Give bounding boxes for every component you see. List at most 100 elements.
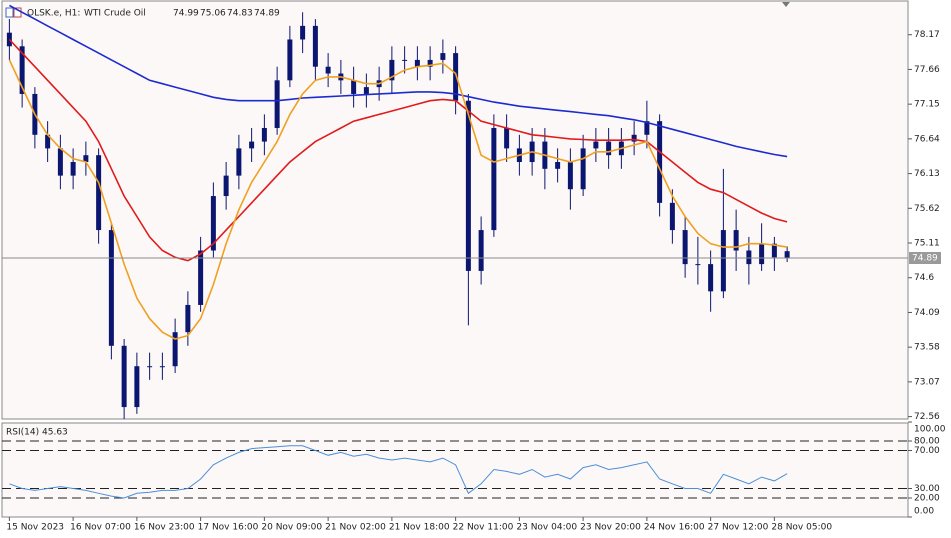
candle-body [223, 175, 229, 197]
candle-body [325, 66, 331, 74]
candle-body [644, 121, 650, 135]
y-tick-label: 0.00 [914, 507, 934, 517]
x-tick-label: 20 Nov 09:00 [261, 523, 322, 533]
price-tag: 74.89 [912, 253, 938, 263]
x-tick-label: 16 Nov 23:00 [134, 523, 195, 533]
x-tick-label: 21 Nov 02:00 [325, 523, 386, 533]
candle-body [478, 230, 484, 271]
candle-body [682, 230, 688, 265]
y-tick-label: 80.00 [914, 437, 940, 447]
x-tick-label: 23 Nov 20:00 [580, 523, 641, 533]
candle-body [6, 32, 12, 47]
candle-body [210, 196, 216, 251]
candle-body [491, 127, 497, 231]
candle-body [708, 264, 714, 292]
y-tick-label: 75.62 [914, 204, 940, 214]
ohlc-open: 74.99 [173, 9, 199, 19]
candle-body [414, 59, 420, 67]
candle-body [249, 141, 255, 149]
x-tick-label: 16 Nov 07:00 [70, 523, 131, 533]
candle-body [580, 148, 586, 190]
candle-body [733, 230, 739, 251]
y-tick-label: 77.66 [914, 65, 940, 75]
candle-body [108, 230, 114, 346]
candle-body [121, 345, 127, 408]
candle-body [198, 250, 204, 305]
rsi-value: 45.63 [42, 428, 68, 438]
moving-average [8, 38, 788, 262]
candle-body [83, 155, 89, 163]
candle-body [657, 121, 663, 203]
moving-average [8, 59, 788, 340]
rsi-title: RSI(14) [6, 428, 39, 438]
price-plot [6, 4, 790, 419]
y-tick-label: 100.00 [914, 425, 946, 435]
candle-body [274, 80, 280, 128]
candle-body [759, 243, 765, 265]
y-tick-label: 75.11 [914, 239, 940, 249]
candle-body [134, 366, 140, 408]
y-tick-label: 76.64 [914, 134, 940, 144]
x-tick-label: 23 Nov 04:00 [516, 523, 577, 533]
candle-body [261, 127, 267, 142]
y-tick-label: 73.07 [914, 377, 940, 387]
candle-body [147, 366, 153, 368]
candle-body [300, 25, 306, 40]
moving-average [9, 4, 788, 158]
chart-subtitle: WTI Crude Oil [84, 9, 146, 19]
candle-body [236, 148, 242, 176]
candle-body [720, 230, 726, 292]
candle-body [402, 59, 408, 61]
candle-body [427, 59, 433, 67]
candle-body [453, 53, 459, 101]
candle-body [159, 366, 165, 368]
candle-body [465, 100, 471, 271]
x-tick-label: 28 Nov 05:00 [771, 523, 832, 533]
candle-body [746, 250, 752, 265]
candle-body [312, 25, 318, 67]
y-tick-label: 20.00 [914, 494, 940, 504]
x-tick-label: 27 Nov 12:00 [708, 523, 769, 533]
candle-body [70, 162, 76, 176]
candle-body [695, 264, 701, 266]
candle-body [567, 162, 573, 190]
candle-body [96, 155, 102, 231]
candle-body [57, 148, 63, 176]
y-tick-label: 72.56 [914, 412, 940, 422]
candle-body [19, 46, 25, 94]
candle-body [363, 87, 369, 94]
y-tick-label: 77.15 [914, 100, 940, 110]
rsi-line [9, 445, 788, 499]
price-tag-box [909, 251, 941, 264]
candle-body [440, 53, 446, 60]
rsi-panel [2, 423, 908, 517]
y-tick-label: 73.58 [914, 343, 940, 353]
candle-body [172, 332, 178, 367]
ohlc-high: 75.06 [200, 9, 226, 19]
x-tick-label: 17 Nov 16:00 [198, 523, 259, 533]
x-tick-label: 24 Nov 16:00 [644, 523, 705, 533]
candle-body [784, 251, 790, 258]
candle-body [504, 127, 510, 149]
candle-body [351, 80, 357, 94]
y-tick-label: 70.00 [914, 446, 940, 456]
y-tick-label: 78.17 [914, 30, 940, 40]
candle-body [771, 243, 777, 258]
candle-body [606, 141, 612, 156]
candle-body [631, 134, 637, 142]
shift-marker [782, 2, 790, 7]
ohlc-low: 74.83 [227, 9, 253, 19]
y-tick-label: 76.13 [914, 169, 940, 179]
rsi-frame [1, 422, 909, 518]
ohlc-close: 74.89 [254, 9, 280, 19]
price-frame [1, 0, 909, 420]
candle-body [45, 134, 51, 149]
x-tick-label: 15 Nov 2023 [6, 523, 64, 533]
chart-title: OLSK.e, H1: [27, 9, 80, 19]
candle-body [287, 39, 293, 81]
y-tick-label: 74.09 [914, 308, 940, 318]
candle-body [185, 304, 191, 333]
y-tick-label: 74.6 [914, 273, 934, 283]
candle-body [593, 141, 599, 149]
